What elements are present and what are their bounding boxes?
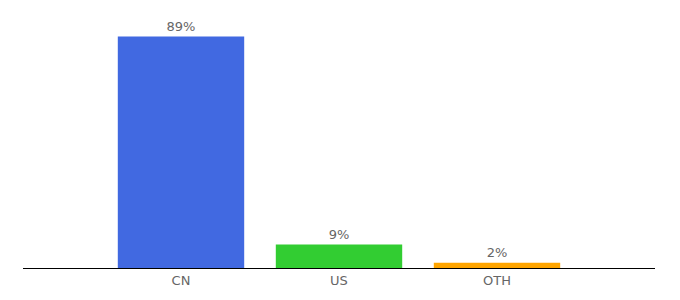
svg-text:89%: 89%: [167, 19, 196, 34]
svg-text:2%: 2%: [487, 245, 508, 260]
svg-text:OTH: OTH: [483, 273, 511, 288]
svg-text:US: US: [330, 273, 348, 288]
svg-text:9%: 9%: [329, 227, 350, 242]
svg-text:CN: CN: [172, 273, 191, 288]
